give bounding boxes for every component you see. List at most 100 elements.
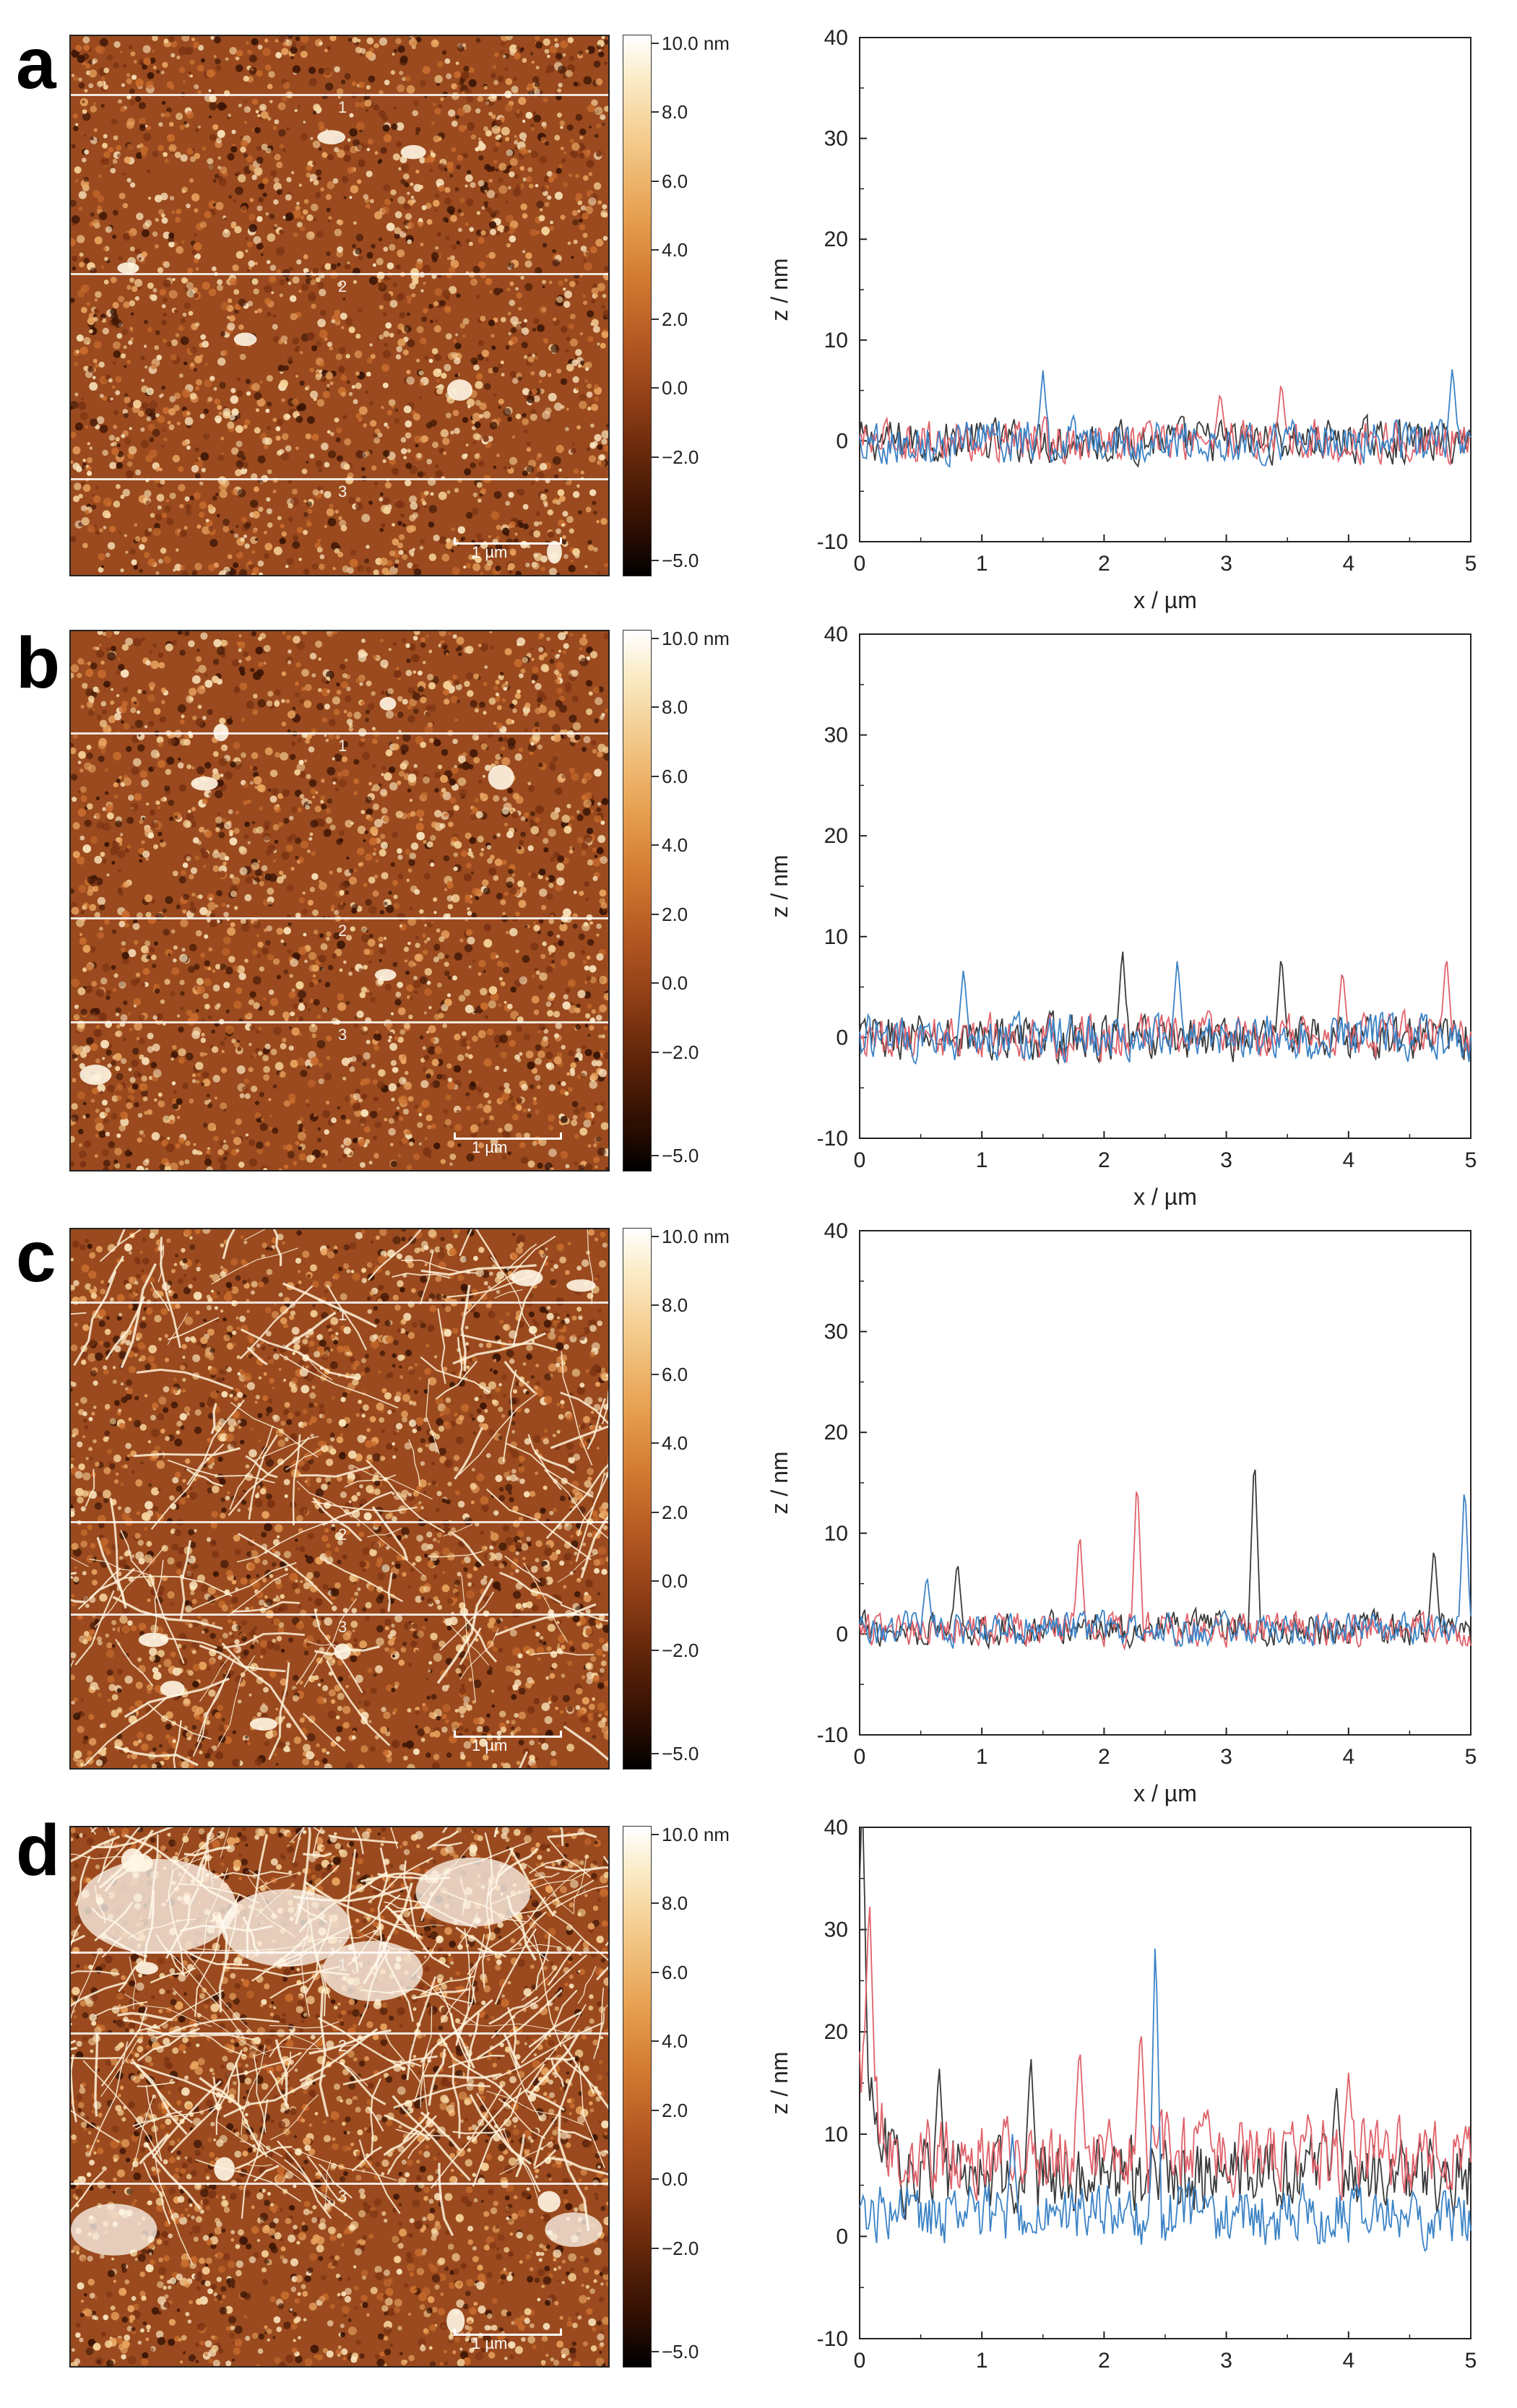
colorbar-tick-label: 6.0	[662, 765, 688, 787]
scan-line-label-3: 3	[338, 1026, 347, 1044]
colorbar-tick-label: 10.0 nm	[662, 628, 730, 649]
afm-height-map	[71, 631, 608, 1170]
x-tick-label: 3	[1220, 552, 1232, 576]
colorbar-tick-label: 4.0	[662, 2030, 688, 2053]
x-tick-label: 5	[1465, 1745, 1477, 1769]
panel-label-b: b	[16, 623, 61, 703]
colorbar-tick-mark	[652, 111, 659, 113]
colorbar-tick-label: 0.0	[662, 1570, 688, 1593]
y-tick-label: 30	[824, 1320, 848, 1344]
x-tick-label: 0	[854, 1745, 866, 1769]
scan-line-1	[71, 94, 608, 96]
colorbar-tick-label: −5.0	[662, 2341, 699, 2362]
colorbar-tick-label: 4.0	[662, 239, 688, 261]
y-tick-label: 10	[824, 2123, 848, 2147]
afm-particles	[138, 1269, 596, 1731]
colorbar-tick-mark	[652, 249, 659, 251]
x-tick-label: 0	[854, 552, 866, 576]
colorbar-tick-label: 2.0	[662, 1501, 688, 1523]
series-line-1	[859, 951, 1471, 1065]
colorbar-tick-label: −5.0	[662, 1145, 699, 1166]
y-tick-label: 0	[836, 429, 848, 453]
y-tick-label: 10	[824, 329, 848, 352]
x-tick-label: 0	[854, 1148, 866, 1172]
x-tick-label: 2	[1098, 552, 1110, 576]
y-tick-label: -10	[817, 2327, 848, 2351]
colorbar-tick-label: 2.0	[662, 308, 688, 330]
scale-bar-label: 1 µm	[472, 1138, 508, 1156]
x-tick-label: 3	[1220, 2349, 1232, 2373]
y-tick-label: 0	[836, 1026, 848, 1049]
colorbar-tick-label: −2.0	[662, 446, 699, 468]
scale-bar	[454, 1731, 562, 1738]
scan-line-label-3: 3	[338, 1618, 347, 1636]
colorbar-tick-mark	[652, 706, 659, 709]
x-tick-label: 1	[976, 1745, 988, 1769]
x-tick-label: 2	[1098, 1148, 1110, 1172]
colorbar-b	[623, 630, 652, 1171]
series-group	[859, 951, 1471, 1065]
colorbar-tick-label: 10.0 nm	[662, 1824, 730, 1845]
x-tick-label: 2	[1098, 1745, 1110, 1769]
colorbar-tick-label: 10.0 nm	[662, 33, 730, 54]
colorbar-tick-mark	[652, 387, 659, 389]
colorbar-tick-label: 8.0	[662, 1892, 688, 1915]
afm-grains	[71, 631, 608, 1170]
x-tick-label: 0	[854, 2349, 866, 2373]
afm-fibrils	[71, 1827, 608, 2265]
colorbar-d	[623, 1826, 652, 2368]
colorbar-tick-mark	[652, 2109, 659, 2111]
y-tick-label: 20	[824, 824, 848, 848]
afm-height-map	[71, 36, 608, 575]
y-tick-label: 20	[824, 2020, 848, 2044]
y-tick-label: 10	[824, 925, 848, 949]
y-axis-label: z / nm	[766, 258, 792, 321]
scan-line-label-1: 1	[338, 737, 347, 755]
colorbar-tick-label: −2.0	[662, 1041, 699, 1063]
colorbar-tick-label: 4.0	[662, 1432, 688, 1455]
scan-line-2	[71, 917, 608, 919]
x-tick-label: 1	[976, 2349, 988, 2373]
colorbar-tick-mark	[652, 43, 659, 44]
afm-image-b: 1 2 3 1 µm	[69, 630, 610, 1171]
series-group	[859, 1469, 1471, 1651]
x-tick-label: 4	[1342, 1745, 1354, 1769]
scan-line-1	[71, 1952, 608, 1954]
colorbar-tick-mark	[652, 1649, 659, 1651]
x-axis-label: x / µm	[1133, 1184, 1197, 1210]
colorbar-tick-mark	[652, 1753, 659, 1754]
series-group	[859, 369, 1471, 468]
x-tick-label: 4	[1342, 552, 1354, 576]
plot-frame	[859, 633, 1471, 1139]
x-tick-label: 5	[1465, 2349, 1477, 2373]
colorbar-tick-label: 4.0	[662, 834, 688, 857]
y-tick-label: 30	[824, 127, 848, 151]
colorbar-tick-mark	[652, 456, 659, 458]
series-line-1	[859, 1827, 1471, 2220]
x-axis-label: x / µm	[1133, 587, 1197, 613]
scale-bar	[454, 1132, 562, 1140]
afm-particles	[117, 130, 562, 564]
scan-line-label-1: 1	[338, 1956, 347, 1974]
series-line-3	[859, 961, 1471, 1065]
colorbar-tick-mark	[652, 2040, 659, 2043]
y-axis-label: z / nm	[766, 1451, 792, 1514]
series-line-3	[859, 1494, 1471, 1649]
colorbar-tick-label: −5.0	[662, 550, 699, 571]
colorbar-tick-mark	[652, 1442, 659, 1445]
plot-frame	[859, 1827, 1471, 2339]
panel-label-c: c	[16, 1216, 56, 1297]
y-axis-label: z / nm	[766, 2051, 792, 2114]
colorbar-tick-mark	[652, 1902, 659, 1905]
scan-line-3	[71, 1614, 608, 1616]
scan-line-2	[71, 1521, 608, 1523]
colorbar-tick-label: 8.0	[662, 101, 688, 124]
colorbar-tick-mark	[652, 982, 659, 984]
scan-line-label-2: 2	[338, 922, 347, 940]
colorbar-tick-label: 10.0 nm	[662, 1226, 730, 1247]
colorbar-tick-mark	[652, 638, 659, 639]
scale-bar	[454, 537, 562, 545]
series-line-3	[859, 369, 1471, 468]
